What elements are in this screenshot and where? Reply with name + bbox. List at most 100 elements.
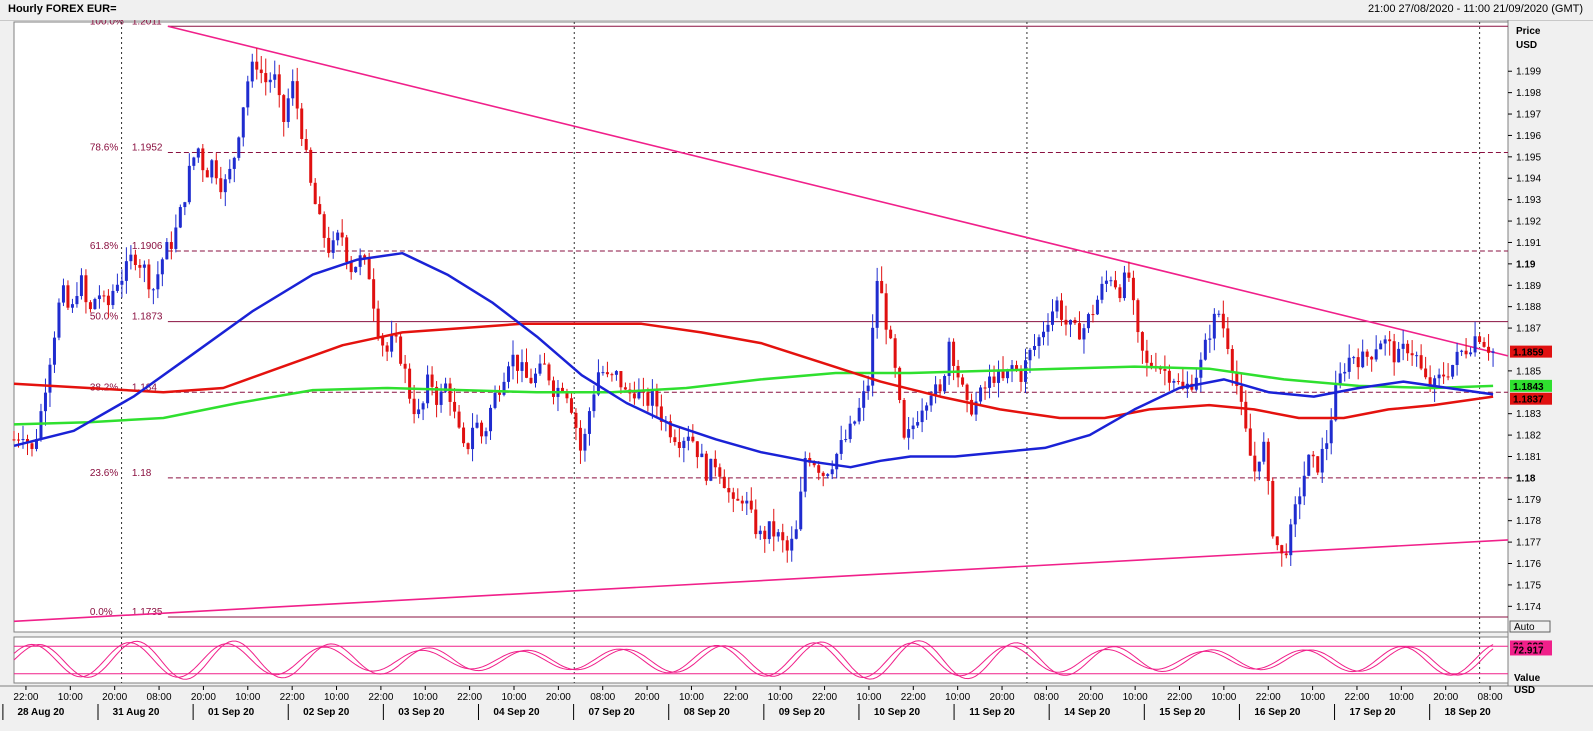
candle-body — [1221, 313, 1225, 329]
price-chart[interactable]: 100.0% 1.2011 78.6% 1.1952 61.8% 1.1906 50.0% 1… — [0, 20, 1593, 731]
candle — [1001, 356, 1005, 381]
candle — [1266, 438, 1270, 495]
candle — [979, 384, 983, 405]
candle-body — [542, 363, 546, 365]
candle — [516, 354, 520, 384]
date-label: 09 Sep 20 — [779, 707, 826, 718]
candle — [574, 408, 578, 441]
candle-body — [772, 521, 776, 537]
candle — [1172, 378, 1176, 390]
candle-body — [453, 401, 457, 412]
candle-body — [965, 384, 969, 400]
candle — [435, 381, 439, 418]
candle — [93, 297, 97, 310]
candle-body — [502, 381, 506, 395]
candle — [520, 349, 524, 383]
candle-body — [1424, 368, 1428, 378]
candle-body — [1122, 272, 1126, 299]
candle-body — [569, 398, 573, 413]
candle — [322, 211, 326, 248]
candle — [529, 368, 533, 384]
candle-body — [516, 354, 520, 371]
auto-scale-button[interactable] — [1509, 620, 1551, 633]
candle-body — [763, 530, 767, 540]
oscillator-axis-unit: USD — [1514, 685, 1535, 696]
candle — [560, 382, 564, 393]
candle — [992, 365, 996, 388]
candle-body — [776, 532, 780, 537]
candle-body — [88, 302, 92, 310]
candle-body — [372, 279, 376, 309]
candle — [893, 334, 897, 378]
candle-body — [192, 157, 196, 166]
price-tick-label: 1.185 — [1516, 366, 1541, 377]
time-tick-label: 10:00 — [1389, 692, 1414, 703]
candle-body — [75, 296, 79, 305]
stochastic-k-line — [13, 640, 1494, 680]
candle — [1482, 337, 1486, 348]
candle-body — [223, 179, 227, 193]
candle — [336, 229, 340, 246]
fib-price-label: 1.2011 — [132, 20, 162, 27]
candle-body — [1257, 461, 1261, 472]
candle — [376, 300, 380, 341]
candle-body — [1239, 385, 1243, 402]
candle — [745, 491, 749, 516]
candle-body — [97, 295, 101, 300]
candle-body — [1176, 380, 1180, 382]
candle — [160, 257, 164, 287]
candle-body — [390, 335, 394, 352]
candle-body — [839, 440, 843, 454]
candle-body — [1212, 313, 1216, 339]
candle — [75, 282, 79, 308]
candle — [408, 363, 412, 404]
candle — [970, 393, 974, 417]
candle — [619, 371, 623, 395]
candle — [547, 362, 551, 386]
candle — [192, 156, 196, 171]
candle — [277, 64, 281, 108]
time-tick-label: 10:00 — [501, 692, 526, 703]
candle-body — [565, 391, 569, 399]
price-tick-label: 1.196 — [1516, 131, 1541, 142]
candle-body — [1392, 341, 1396, 363]
candle-body — [448, 383, 452, 402]
candle-body — [866, 385, 870, 392]
candle-body — [129, 254, 133, 262]
price-tag-box — [1510, 345, 1552, 358]
candle — [169, 231, 173, 260]
candle-body — [475, 422, 479, 428]
candle-body — [826, 474, 830, 476]
candle — [1091, 304, 1095, 323]
candle-body — [133, 254, 137, 265]
candle-body — [997, 370, 1001, 383]
candle-body — [156, 274, 160, 290]
candle-body — [1059, 300, 1063, 320]
candle — [1230, 345, 1234, 386]
candle-body — [61, 285, 65, 303]
date-label: 16 Sep 20 — [1254, 707, 1301, 718]
candle — [295, 67, 299, 120]
candle — [1451, 364, 1455, 380]
candle — [646, 387, 650, 412]
candle — [596, 359, 600, 397]
candle — [875, 267, 879, 339]
candle — [1347, 344, 1351, 379]
candle-body — [731, 492, 735, 499]
candle — [740, 495, 744, 512]
price-tick-label: 1.18 — [1516, 473, 1536, 484]
candle — [1293, 496, 1297, 538]
candle-body — [462, 427, 466, 444]
price-tick-label: 1.197 — [1516, 110, 1541, 121]
candle — [1397, 341, 1401, 363]
candle-body — [196, 148, 200, 158]
candle — [291, 69, 295, 106]
candle — [844, 429, 848, 443]
candle-body — [70, 304, 74, 308]
price-tick-label: 1.178 — [1516, 516, 1541, 527]
time-tick-label: 20:00 — [191, 692, 216, 703]
candle-body — [794, 529, 798, 539]
candle — [156, 261, 160, 299]
candle — [682, 437, 686, 463]
candle-body — [1325, 443, 1329, 449]
